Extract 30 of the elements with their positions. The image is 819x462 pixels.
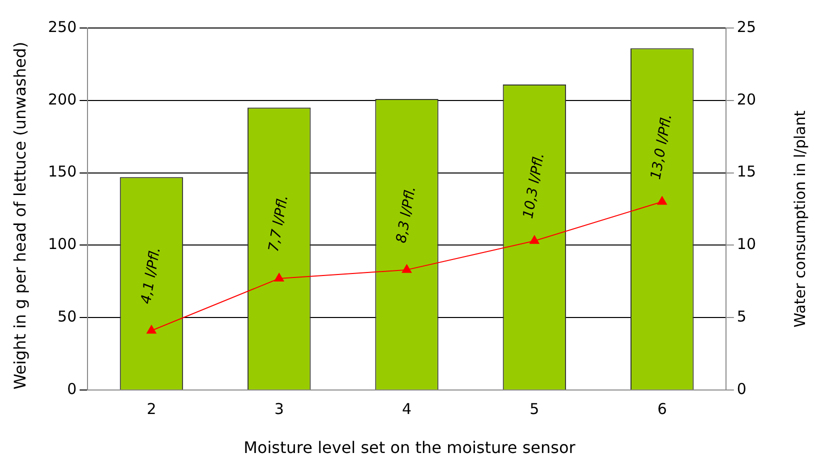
y-tick-label: 250 (48, 18, 77, 36)
y-tick-label: 100 (48, 235, 77, 254)
y2-tick-label: 0 (736, 380, 746, 398)
point (402, 264, 412, 273)
x-tick-label: 4 (402, 400, 412, 418)
data-label: 7,7 l/Pfl. (266, 194, 292, 254)
x-tick-label: 6 (657, 400, 667, 418)
y-tick-label: 150 (48, 162, 77, 181)
x-tick-label: 2 (146, 400, 156, 418)
y2-tick-label: 25 (736, 18, 756, 36)
y-axis-title: Weight in g per head of lettuce (unwashed) (10, 42, 30, 390)
data-label: 13,0 l/Pfl. (648, 112, 676, 181)
point (530, 235, 540, 244)
y2-tick-label: 10 (736, 235, 756, 254)
data-label: 4,1 l/Pfl. (138, 246, 164, 306)
y2-tick-label: 20 (736, 90, 756, 108)
point (146, 325, 156, 334)
data-label: 8,3 l/Pfl. (394, 185, 420, 244)
y-tick-label: 50 (58, 307, 77, 326)
x-axis-title: Moisture level set on the moisture sensor (242, 438, 576, 457)
point (274, 273, 284, 282)
y-tick-label: 0 (67, 380, 77, 398)
y2-tick-label: 15 (736, 162, 756, 181)
x-tick-label: 5 (530, 400, 540, 418)
y-tick-label: 200 (48, 90, 77, 108)
x-tick-label: 3 (274, 400, 284, 418)
point (657, 196, 667, 205)
y2-tick-label: 5 (736, 307, 746, 326)
y2-axis-title: Water consumption in l/plant (791, 110, 809, 330)
data-label: 10,3 l/Pfl. (520, 152, 548, 220)
